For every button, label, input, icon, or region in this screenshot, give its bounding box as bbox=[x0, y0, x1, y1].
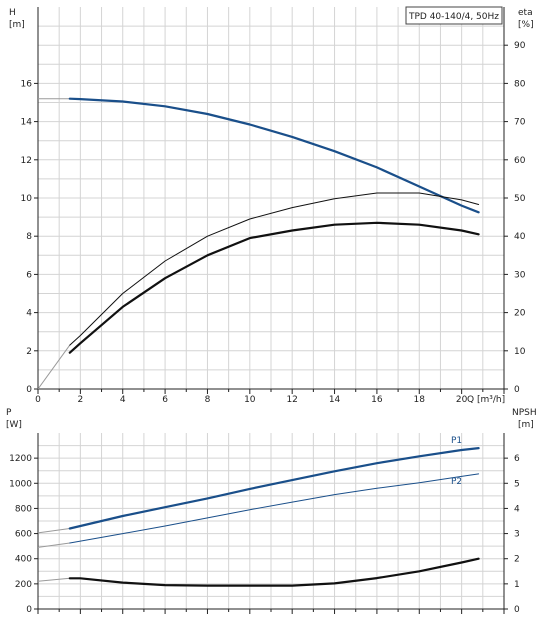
axes-layer bbox=[34, 7, 508, 614]
x-tick-label: 0 bbox=[35, 395, 41, 405]
y-right-tick-label: 30 bbox=[514, 270, 526, 280]
y-left-tick-label: 12 bbox=[21, 156, 32, 166]
y-left-tick-label: 1200 bbox=[9, 454, 32, 464]
y-left-tick-label: 800 bbox=[15, 504, 32, 514]
series-1-2-line bbox=[68, 557, 480, 587]
series-0-1-line bbox=[69, 192, 480, 346]
y-right-tick-label: 1 bbox=[514, 580, 520, 590]
y-right-tick-label: 6 bbox=[514, 454, 520, 464]
eta-axis-label: eta bbox=[518, 8, 533, 18]
series-layer bbox=[37, 97, 480, 587]
q-axis-label: Q [m³/h] bbox=[467, 395, 505, 405]
y-left-tick-label: 6 bbox=[26, 270, 32, 280]
x-tick-label: 2 bbox=[77, 395, 83, 405]
y-right-tick-label: 10 bbox=[514, 347, 526, 357]
x-tick-label: 12 bbox=[286, 395, 297, 405]
p1-series-label: P1 bbox=[451, 436, 462, 446]
series-1-1-extrapolation bbox=[37, 542, 70, 548]
series-0-1-extrapolation bbox=[37, 344, 71, 390]
h-axis-unit: [m] bbox=[9, 20, 25, 30]
series-0-0-line bbox=[68, 97, 480, 214]
title-box bbox=[405, 6, 503, 25]
y-left-tick-label: 1000 bbox=[9, 479, 32, 489]
y-right-tick-label: 90 bbox=[514, 41, 526, 51]
y-left-tick-label: 14 bbox=[21, 118, 33, 128]
grid-layer bbox=[38, 7, 504, 609]
y-left-tick-label: 400 bbox=[15, 555, 32, 565]
y-right-tick-label: 20 bbox=[514, 309, 526, 319]
x-tick-label: 14 bbox=[329, 395, 341, 405]
x-tick-label: 20 bbox=[456, 395, 468, 405]
y-right-tick-label: 80 bbox=[514, 79, 526, 89]
y-right-tick-label: 5 bbox=[514, 479, 520, 489]
y-right-tick-label: 2 bbox=[514, 555, 520, 565]
series-1-1-line bbox=[69, 473, 480, 544]
y-left-tick-label: 2 bbox=[26, 347, 32, 357]
y-left-tick-label: 10 bbox=[21, 194, 33, 204]
y-right-tick-label: 60 bbox=[514, 156, 526, 166]
h-axis-label: H bbox=[9, 8, 16, 18]
npsh-axis-label: NPSH bbox=[512, 408, 537, 418]
series-1-0-line bbox=[68, 447, 480, 530]
npsh-axis-unit: [m] bbox=[518, 420, 534, 430]
x-tick-label: 6 bbox=[162, 395, 168, 405]
y-right-tick-label: 4 bbox=[514, 504, 520, 514]
p-axis-label: P bbox=[6, 408, 12, 418]
x-tick-label: 8 bbox=[205, 395, 211, 405]
y-right-tick-label: 0 bbox=[514, 605, 520, 615]
y-left-tick-label: 8 bbox=[26, 232, 32, 242]
y-left-tick-label: 0 bbox=[26, 385, 32, 395]
y-left-tick-label: 16 bbox=[21, 79, 33, 89]
y-right-tick-label: 40 bbox=[514, 232, 526, 242]
series-1-2-extrapolation bbox=[37, 577, 70, 582]
chart-title: TPD 40-140/4, 50Hz bbox=[408, 12, 499, 22]
y-right-tick-label: 0 bbox=[514, 385, 520, 395]
p2-series-label: P2 bbox=[451, 477, 462, 487]
eta-axis-unit: [%] bbox=[518, 20, 534, 30]
y-left-tick-label: 600 bbox=[15, 530, 32, 540]
series-1-0-extrapolation bbox=[37, 528, 70, 534]
y-left-tick-label: 4 bbox=[26, 309, 32, 319]
x-tick-label: 10 bbox=[244, 395, 256, 405]
y-left-tick-label: 200 bbox=[15, 580, 32, 590]
x-tick-label: 4 bbox=[120, 395, 126, 405]
x-tick-label: 18 bbox=[414, 395, 426, 405]
y-right-tick-label: 50 bbox=[514, 194, 526, 204]
y-right-tick-label: 3 bbox=[514, 530, 520, 540]
p-axis-unit: [W] bbox=[6, 420, 22, 430]
y-right-tick-label: 70 bbox=[514, 118, 526, 128]
x-tick-label: 16 bbox=[371, 395, 383, 405]
series-0-2-line bbox=[68, 221, 480, 354]
y-left-tick-label: 0 bbox=[26, 605, 32, 615]
labels-layer: 0 2 4 6 8 10 12 14 16 18 2002468101214160102030405… bbox=[9, 41, 526, 615]
